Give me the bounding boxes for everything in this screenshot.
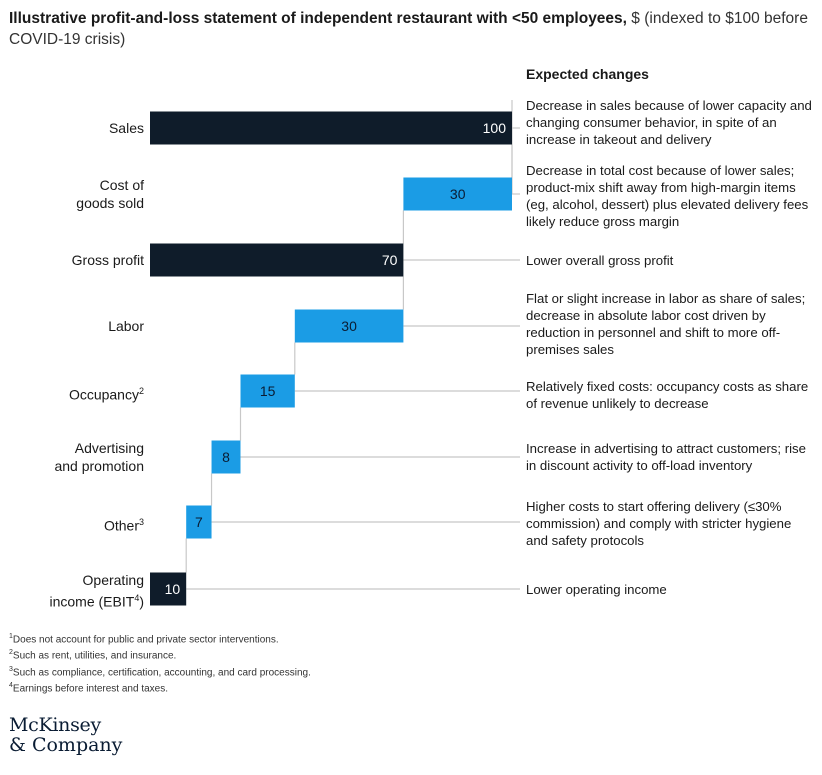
bar-value-label: 15 xyxy=(260,383,276,399)
bar-value-label: 30 xyxy=(450,186,466,202)
row-label: Occupancy2 xyxy=(68,386,144,403)
bar-7 xyxy=(150,572,187,606)
bar-value-label: 7 xyxy=(195,514,203,530)
bar-5 xyxy=(211,440,241,474)
bar-1 xyxy=(403,177,512,211)
footnote: 2Such as rent, utilities, and insurance. xyxy=(9,649,177,662)
footnote: 1Does not account for public and private… xyxy=(9,633,279,646)
footnote: 3Such as compliance, certification, acco… xyxy=(9,665,311,678)
bar-value-label: 100 xyxy=(483,120,507,136)
bar-value-label: 70 xyxy=(382,252,398,268)
bar-0 xyxy=(150,111,512,145)
row-label: Sales xyxy=(108,120,144,136)
logo-line2: & Company xyxy=(9,734,123,756)
expected-change-note: Lower overall gross profit xyxy=(526,253,674,268)
row-label: Other3 xyxy=(103,517,144,534)
expected-change-note: Increase in advertising to attract custo… xyxy=(526,441,806,473)
expected-change-note: Decrease in total cost because of lower … xyxy=(526,163,809,229)
expected-change-note: Lower operating income xyxy=(526,582,667,597)
bar-2 xyxy=(150,243,404,277)
chart-title: Illustrative profit-and-loss statement o… xyxy=(9,8,809,50)
expected-change-note: Decrease in sales because of lower capac… xyxy=(526,98,812,147)
row-label: Gross profit xyxy=(71,252,144,268)
row-label: Operating income (EBIT4) xyxy=(49,572,145,610)
expected-change-note: Relatively fixed costs: occupancy costs … xyxy=(526,379,809,411)
mckinsey-logo: McKinsey & Company xyxy=(9,715,122,755)
title-subtitle: $ (indexed to $100 before COVID-19 crisi… xyxy=(9,10,808,48)
logo-line1: McKinsey xyxy=(9,714,101,736)
footnote: 4Earnings before interest and taxes. xyxy=(9,681,168,695)
bar-3 xyxy=(294,309,404,343)
bar-value-label: 8 xyxy=(222,449,230,465)
row-label: Labor xyxy=(108,318,144,334)
expected-changes-header: Expected changes xyxy=(526,66,649,82)
bar-6 xyxy=(186,505,212,539)
row-label: Advertising and promotion xyxy=(54,440,144,474)
row-label: Cost of goods sold xyxy=(76,177,144,211)
expected-change-note: Flat or slight increase in labor as shar… xyxy=(526,291,806,357)
title-bold: Illustrative profit-and-loss statement o… xyxy=(9,10,627,27)
bar-4 xyxy=(240,374,295,408)
footnotes: 1Does not account for public and private… xyxy=(9,630,311,695)
expected-change-note: Higher costs to start offering delivery … xyxy=(526,499,792,548)
bar-value-label: 10 xyxy=(165,581,181,597)
bar-value-label: 30 xyxy=(341,318,357,334)
